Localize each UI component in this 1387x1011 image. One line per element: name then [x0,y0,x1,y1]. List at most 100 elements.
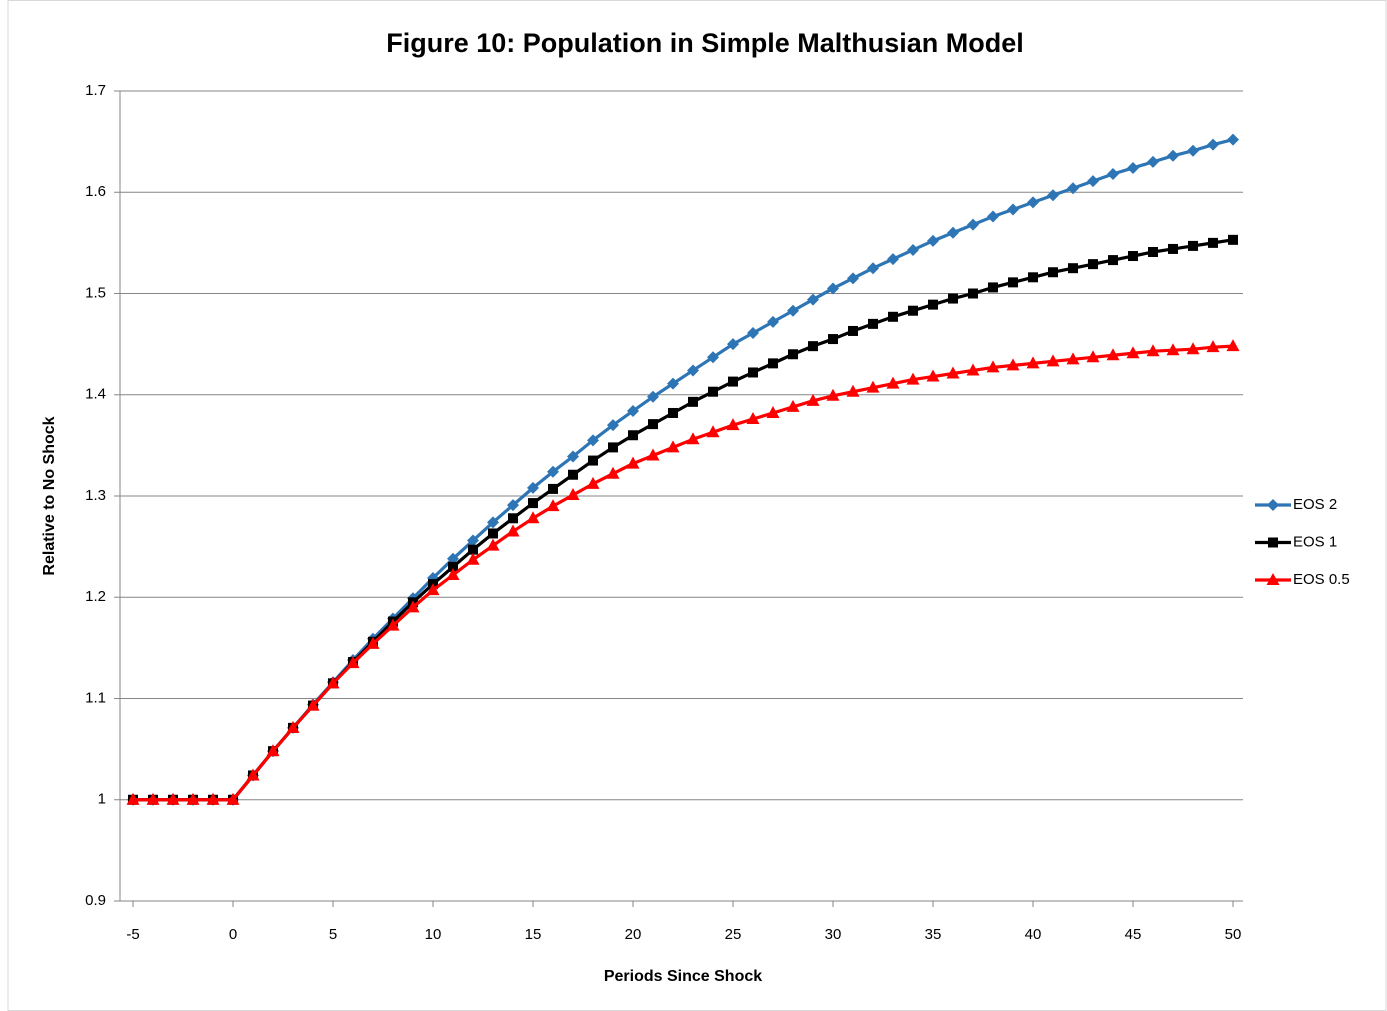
marker [807,293,819,306]
marker [1066,352,1080,365]
marker [686,432,700,445]
marker [446,567,460,580]
marker [1026,356,1040,369]
marker [647,390,659,403]
marker [547,465,559,478]
y-tick-label: 1.1 [85,689,106,706]
marker [1206,340,1220,353]
y-tick-label: 1.4 [85,386,106,403]
marker [766,405,780,418]
marker [1128,251,1138,262]
marker [487,516,499,529]
marker [186,792,200,805]
marker [486,538,500,551]
marker [946,366,960,379]
marker [1148,246,1158,257]
x-tick-label: 30 [825,926,842,943]
marker [626,456,640,469]
marker [1186,342,1200,355]
marker [926,369,940,382]
y-tick-label: 1.5 [85,284,106,301]
marker [1207,138,1219,151]
marker [326,676,340,689]
marker [468,544,478,555]
marker [848,325,858,336]
x-tick-label: 10 [425,926,442,943]
marker [646,448,660,461]
marker [886,376,900,389]
marker [747,326,759,339]
marker [606,466,620,479]
marker [467,534,479,547]
y-tick-label: 1.3 [85,487,106,504]
marker [126,792,140,805]
marker [1166,343,1180,356]
legend-label: EOS 1 [1293,533,1337,550]
marker [987,210,999,223]
marker [808,341,818,352]
marker [906,372,920,385]
marker [767,315,779,328]
marker [608,442,618,453]
x-tick-label: 15 [525,926,542,943]
marker [948,293,958,304]
marker [628,430,638,441]
marker [748,367,758,378]
y-tick-label: 0.9 [85,892,106,909]
marker [846,384,860,397]
marker [568,469,578,480]
marker [1007,203,1019,216]
marker [868,318,878,329]
marker [346,656,360,669]
x-axis-title: Periods Since Shock [604,968,762,985]
marker [787,304,799,317]
marker [206,792,220,805]
marker [448,561,458,572]
marker [666,440,680,453]
x-tick-label: 5 [329,926,337,943]
marker [668,407,678,418]
x-tick-label: 40 [1025,926,1042,943]
marker [648,419,658,430]
marker [1146,344,1160,357]
marker [888,311,898,322]
chart-frame [7,0,1387,1011]
marker [546,499,560,512]
y-tick-label: 1.7 [85,82,106,99]
legend-marker [1268,537,1278,548]
marker [406,600,420,613]
x-tick-label: 45 [1125,926,1142,943]
marker [1127,161,1139,174]
marker [788,349,798,360]
marker [386,618,400,631]
marker [266,744,280,757]
marker [426,583,440,596]
marker [907,243,919,256]
marker [826,388,840,401]
marker [1187,144,1199,157]
marker [447,552,459,565]
marker [708,386,718,397]
marker [1046,354,1060,367]
marker [588,455,598,466]
chart-title: Figure 10: Population in Simple Malthusi… [386,28,1024,58]
marker [1168,243,1178,254]
marker [1047,189,1059,202]
marker [1147,155,1159,168]
marker [828,334,838,345]
marker [847,272,859,285]
y-tick-label: 1.2 [85,588,106,605]
marker [1048,267,1058,278]
marker [508,513,518,524]
marker [146,792,160,805]
marker [567,450,579,463]
x-tick-label: 35 [925,926,942,943]
marker [688,396,698,407]
marker [286,720,300,733]
marker [627,404,639,417]
marker [967,218,979,231]
marker [706,425,720,438]
marker [526,511,540,524]
marker [1188,240,1198,251]
x-tick-label: 25 [725,926,742,943]
